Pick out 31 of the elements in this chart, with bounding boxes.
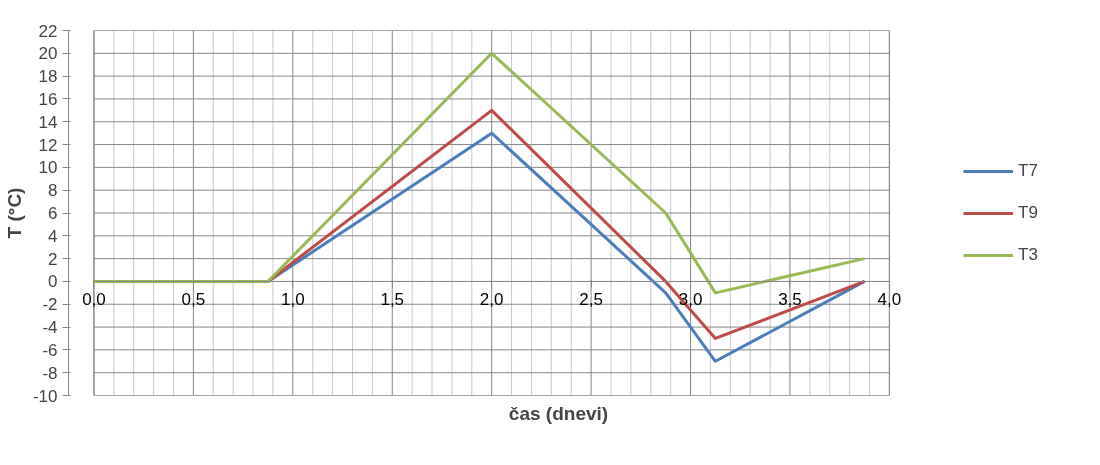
y-tick-label: 20 — [38, 44, 58, 64]
x-axis-title: čas (dnevi) — [508, 402, 609, 424]
y-tick-label: -6 — [42, 340, 58, 360]
x-tick-label: 4,0 — [877, 290, 902, 310]
x-tick-label: 0,5 — [181, 290, 206, 310]
y-tick-label: 10 — [38, 158, 58, 178]
x-tick-label: 2,0 — [479, 290, 504, 310]
legend-label: T9 — [1018, 202, 1038, 223]
legend-label: T3 — [1018, 244, 1038, 265]
y-tick-label: -10 — [32, 386, 58, 406]
x-tick-label: 3,5 — [778, 290, 802, 310]
line-series — [92, 51, 867, 295]
y-tick-label: -4 — [42, 318, 58, 338]
y-tick-label: -8 — [42, 363, 58, 383]
x-tick-label: 0,0 — [82, 290, 106, 310]
y-tick-label: 8 — [48, 181, 58, 201]
y-tick-label: -2 — [42, 295, 58, 315]
y-tick-label: 18 — [38, 67, 58, 87]
y-tick-label: 16 — [38, 89, 58, 109]
x-tick-label: 1,5 — [380, 290, 405, 310]
y-tick-label: 4 — [48, 226, 58, 246]
y-tick-label: 0 — [48, 272, 58, 292]
x-tick-label: 2,5 — [579, 290, 603, 310]
y-tick-label: 12 — [38, 135, 58, 155]
legend-label: T7 — [1018, 160, 1038, 181]
y-tick-label: 2 — [48, 249, 58, 269]
y-tick-label: 22 — [38, 21, 58, 41]
y-tick-label: 14 — [38, 112, 58, 132]
x-tick-label: 1,0 — [281, 290, 305, 310]
y-axis-title: T (°C) — [3, 187, 25, 239]
y-tick-label: 6 — [48, 204, 58, 223]
